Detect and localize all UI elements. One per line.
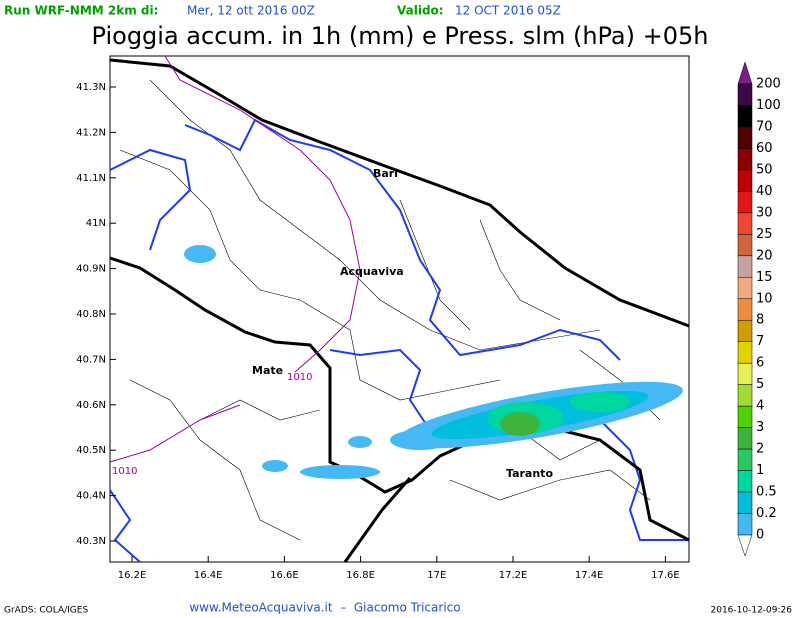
colorbar-box [737, 234, 753, 257]
colorbar-box [737, 470, 753, 493]
colorbar-label: 30 [756, 205, 773, 220]
colorbar-box [737, 255, 753, 278]
run-date: Mer, 12 ott 2016 00Z [187, 4, 315, 18]
valid-date: 12 OCT 2016 05Z [455, 4, 561, 18]
lon-tick-label: 16.6E [270, 570, 299, 581]
colorbar-box [737, 405, 753, 428]
lat-tick-label: 41N [86, 218, 106, 229]
colorbar-label: 6 [756, 356, 764, 371]
colorbar-box [737, 491, 753, 514]
colorbar-label: 40 [756, 184, 773, 199]
coast-and-regions [109, 58, 690, 563]
colorbar-box [737, 169, 753, 192]
place-label: Acquaviva [340, 265, 404, 278]
place-label: Taranto [506, 467, 553, 480]
colorbar-label: 200 [756, 77, 781, 92]
lat-tick-label: 41.3N [76, 82, 106, 93]
colorbar-label: 4 [756, 399, 764, 414]
colorbar-box [737, 277, 753, 300]
lat-tick-label: 41.1N [76, 173, 106, 184]
map-frame [109, 55, 690, 563]
colorbar-label: 60 [756, 141, 773, 156]
colorbar-box [737, 513, 753, 536]
colorbar-label: 0.2 [756, 506, 777, 521]
footer-right: 2016-10-12-09:26 [711, 606, 793, 616]
colorbar-label: 20 [756, 248, 773, 263]
place-label: Bari [373, 167, 398, 180]
place-label: Mate [252, 364, 283, 377]
footer-left: GrADS: COLA/IGES [4, 606, 88, 616]
lat-tick-label: 40.3N [76, 536, 106, 547]
lat-tick-label: 40.7N [76, 354, 106, 365]
colorbar-label: 1 [756, 463, 764, 478]
colorbar-box [737, 148, 753, 171]
lon-tick-label: 16.4E [194, 570, 223, 581]
lat-tick-label: 40.8N [76, 309, 106, 320]
isobar-lines [109, 55, 361, 463]
lon-tick-label: 17E [427, 570, 446, 581]
lon-tick-label: 17.6E [651, 570, 680, 581]
colorbar-label: 2 [756, 442, 764, 457]
colorbar-box [737, 212, 753, 235]
colorbar-label: 8 [756, 313, 764, 328]
lat-tick-label: 40.5N [76, 445, 106, 456]
run-label: Run WRF-NMM 2km di: [4, 4, 158, 18]
colorbar-box [737, 427, 753, 450]
axes: 41.3N 41.2N 41.1N 41N 40.9N 40.8N 40.7N 40.6N 40… [76, 82, 679, 581]
colorbar-label: 25 [756, 227, 773, 242]
colorbar-box [737, 83, 753, 106]
colorbar-label: 100 [756, 98, 781, 113]
lat-tick-label: 41.2N [76, 127, 106, 138]
isobar-label: 1010 [287, 372, 312, 383]
colorbar-label: 0 [756, 528, 764, 543]
colorbar-box [737, 341, 753, 364]
map-title: Pioggia accum. in 1h (mm) e Press. slm (… [92, 22, 709, 50]
lat-tick-label: 40.4N [76, 491, 106, 502]
lat-tick-label: 40.9N [76, 264, 106, 275]
place-labels: Bari Acquaviva Mate Taranto [252, 167, 553, 480]
colorbar-box [737, 362, 753, 385]
colorbar-label: 70 [756, 119, 773, 134]
colorbar-label: 7 [756, 334, 764, 349]
lon-tick-label: 16.2E [118, 570, 147, 581]
lon-tick-label: 17.4E [575, 570, 604, 581]
lat-tick-label: 40.6N [76, 400, 106, 411]
colorbar-box [737, 105, 753, 128]
lon-tick-label: 16.8E [346, 570, 375, 581]
colorbar-label: 3 [756, 420, 764, 435]
colorbar-box [737, 298, 753, 321]
valid-label: Valido: [397, 4, 444, 18]
colorbar-box [737, 319, 753, 342]
colorbar-bottom [737, 534, 753, 557]
lon-tick-label: 17.2E [499, 570, 528, 581]
footer-center: www.MeteoAcquaviva.it – Giacomo Tricaric… [189, 601, 460, 615]
colorbar: 200 100 70 60 50 40 30 25 20 15 10 8 7 6 5 4 3 2 1 0.5 0.2 0 [737, 61, 781, 557]
colorbar-label: 5 [756, 377, 764, 392]
map-area: Bari Acquaviva Mate Taranto 1010 1010 [109, 55, 690, 563]
colorbar-label: 50 [756, 162, 773, 177]
colorbar-label: 10 [756, 291, 773, 306]
colorbar-box [737, 384, 753, 407]
rain-areas [184, 245, 683, 479]
colorbar-box [737, 448, 753, 471]
colorbar-box [737, 191, 753, 214]
isobar-label: 1010 [112, 466, 137, 477]
colorbar-box [737, 126, 753, 149]
colorbar-label: 15 [756, 270, 773, 285]
colorbar-top [737, 61, 753, 85]
colorbar-label: 0.5 [756, 485, 777, 500]
